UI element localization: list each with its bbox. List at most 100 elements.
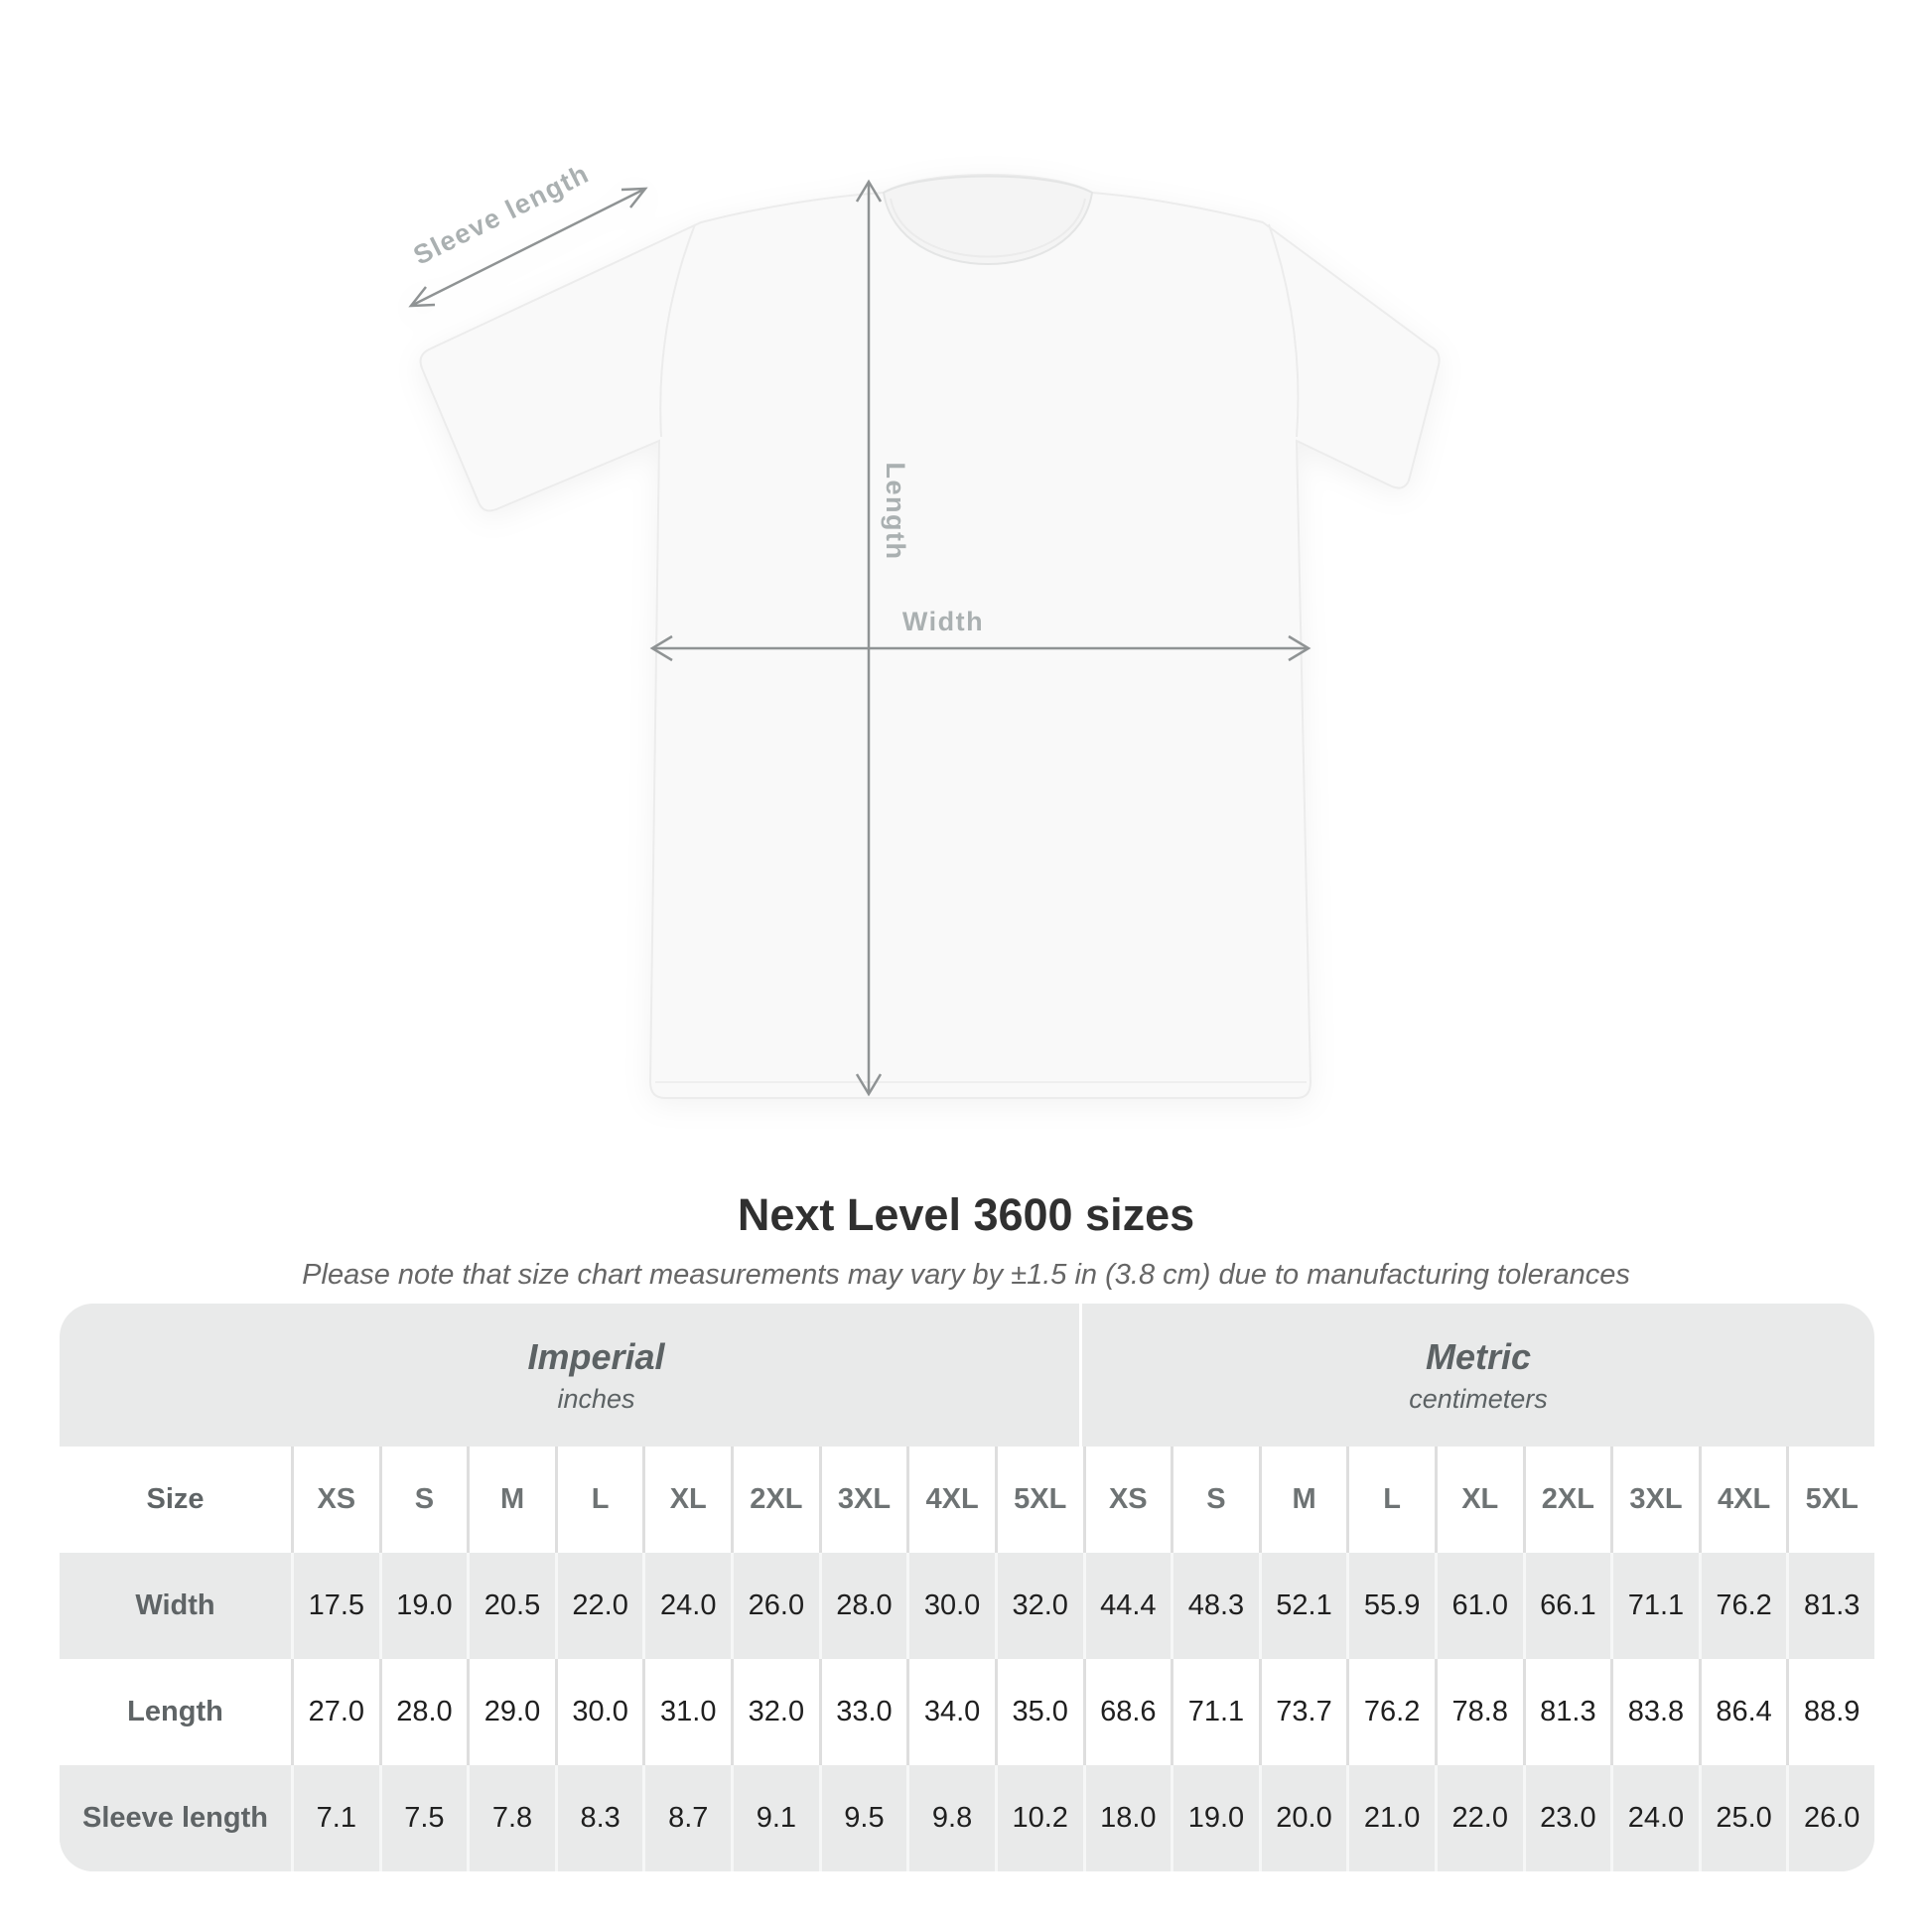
value-cell: 27.0 [291,1659,379,1765]
size-header-cell: XS [291,1447,379,1553]
imperial-unit: inches [557,1383,635,1414]
value-cell: 28.0 [378,1659,468,1765]
length-label: Length [881,462,911,561]
unit-header-band: Imperial inches Metric centimeters [60,1304,1874,1447]
value-cell: 23.0 [1522,1765,1611,1871]
value-cell: 30.0 [906,1553,995,1659]
value-cell: 81.3 [1522,1659,1611,1765]
size-header-cell: XL [1434,1447,1523,1553]
value-cell: 73.7 [1258,1659,1347,1765]
length-arrow [855,179,883,1097]
value-cell: 32.0 [731,1659,819,1765]
value-cell: 9.8 [906,1765,995,1871]
size-table: Imperial inches Metric centimeters Size X… [60,1304,1874,1871]
width-arrow [649,634,1311,662]
value-cell: 9.1 [731,1765,819,1871]
value-cell: 28.0 [818,1553,907,1659]
value-cell: 78.8 [1434,1659,1523,1765]
size-column-header: Size [60,1447,291,1553]
collar-ring [882,175,1094,265]
row-label: Width [60,1553,291,1659]
value-cell: 52.1 [1258,1553,1347,1659]
size-header-cell: L [554,1447,643,1553]
left-sleeve-seam [659,223,696,438]
size-header-cell: S [378,1447,468,1553]
value-cell: 24.0 [642,1553,732,1659]
value-cell: 25.0 [1698,1765,1787,1871]
value-cell: 17.5 [291,1553,379,1659]
size-header-cell: 3XL [1610,1447,1699,1553]
value-cell: 7.1 [291,1765,379,1871]
value-cell: 48.3 [1171,1553,1259,1659]
value-cell: 61.0 [1434,1553,1523,1659]
value-cell: 81.3 [1786,1553,1874,1659]
metric-unit: centimeters [1409,1383,1548,1414]
size-header-cell: 2XL [731,1447,819,1553]
collar-inner-seam [890,198,1086,258]
sleeve-length-arrow [408,187,648,308]
row-label: Length [60,1659,291,1765]
value-cell: 71.1 [1171,1659,1259,1765]
tshirt-measurement-diagram: Sleeve length Length Width [408,158,1441,1099]
value-cell: 83.8 [1610,1659,1699,1765]
value-cell: 34.0 [906,1659,995,1765]
size-header-cell: 5XL [994,1447,1083,1553]
size-header-cell: 3XL [818,1447,907,1553]
value-cell: 18.0 [1082,1765,1172,1871]
size-header-cell: S [1171,1447,1259,1553]
value-cell: 26.0 [731,1553,819,1659]
size-header-cell: M [467,1447,555,1553]
value-cell: 24.0 [1610,1765,1699,1871]
value-cell: 66.1 [1522,1553,1611,1659]
value-cell: 71.1 [1610,1553,1699,1659]
value-cell: 20.5 [467,1553,555,1659]
size-grid: Size XS S M L XL 2XL 3XL 4XL 5XL XS S M L XL 2XL 3XL 4XL 5… [60,1447,1874,1871]
value-cell: 7.8 [467,1765,555,1871]
value-cell: 22.0 [554,1553,643,1659]
size-header-cell: 5XL [1786,1447,1874,1553]
value-cell: 8.7 [642,1765,732,1871]
value-cell: 20.0 [1258,1765,1347,1871]
value-cell: 9.5 [818,1765,907,1871]
value-cell: 21.0 [1346,1765,1435,1871]
right-sleeve-seam [1268,223,1300,438]
size-header-cell: M [1258,1447,1347,1553]
size-header-cell: 4XL [1698,1447,1787,1553]
value-cell: 68.6 [1082,1659,1172,1765]
value-cell: 35.0 [994,1659,1083,1765]
tshirt-silhouette [419,174,1441,1099]
tolerance-note: Please note that size chart measurements… [302,1259,1630,1291]
value-cell: 8.3 [554,1765,643,1871]
value-cell: 29.0 [467,1659,555,1765]
size-header-cell: XS [1082,1447,1172,1553]
page-title: Next Level 3600 sizes [737,1189,1195,1240]
size-header-cell: XL [642,1447,732,1553]
value-cell: 7.5 [378,1765,468,1871]
value-cell: 22.0 [1434,1765,1523,1871]
imperial-title: Imperial [527,1335,665,1377]
value-cell: 88.9 [1786,1659,1874,1765]
imperial-header: Imperial inches [60,1304,1083,1447]
metric-title: Metric [1426,1335,1532,1377]
tshirt-graphic [408,174,1441,1099]
value-cell: 76.2 [1346,1659,1435,1765]
size-header-cell: 4XL [906,1447,995,1553]
size-header-cell: L [1346,1447,1435,1553]
value-cell: 10.2 [994,1765,1083,1871]
value-cell: 26.0 [1786,1765,1874,1871]
value-cell: 19.0 [1171,1765,1259,1871]
value-cell: 76.2 [1698,1553,1787,1659]
value-cell: 30.0 [554,1659,643,1765]
size-header-cell: 2XL [1522,1447,1611,1553]
row-label: Sleeve length [60,1765,291,1871]
width-label: Width [901,606,985,636]
value-cell: 33.0 [818,1659,907,1765]
value-cell: 31.0 [642,1659,732,1765]
value-cell: 55.9 [1346,1553,1435,1659]
value-cell: 32.0 [994,1553,1083,1659]
value-cell: 19.0 [378,1553,468,1659]
metric-header: Metric centimeters [1082,1304,1874,1447]
value-cell: 44.4 [1082,1553,1172,1659]
value-cell: 86.4 [1698,1659,1787,1765]
